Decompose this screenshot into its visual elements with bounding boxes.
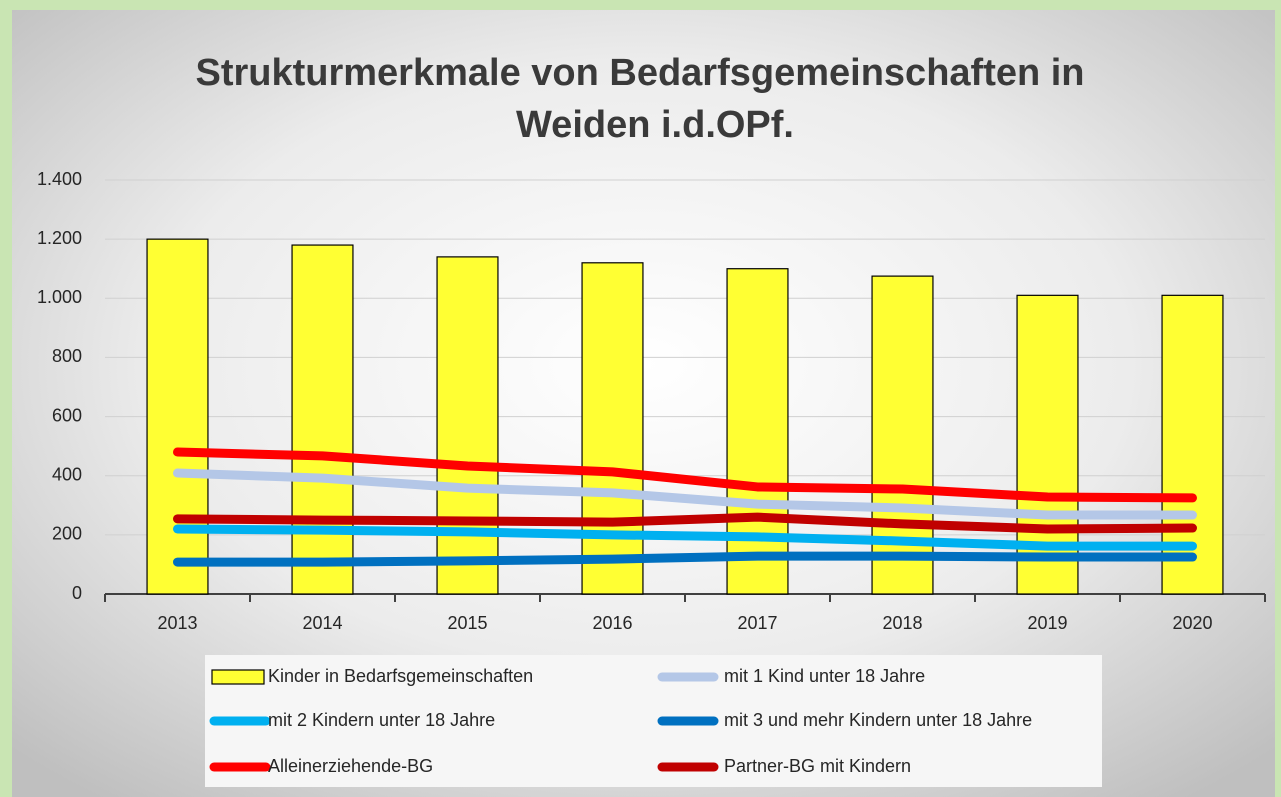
bar bbox=[726, 268, 789, 595]
y-tick-label: 200 bbox=[52, 524, 82, 544]
x-tick-label: 2020 bbox=[1172, 613, 1212, 633]
line-series bbox=[173, 512, 1197, 534]
line-series bbox=[173, 468, 1197, 520]
y-tick-label: 1.400 bbox=[37, 169, 82, 189]
legend-label: mit 3 und mehr Kindern unter 18 Jahre bbox=[724, 710, 1032, 730]
legend-box bbox=[205, 655, 1102, 787]
line-series bbox=[173, 447, 1197, 503]
x-tick-label: 2013 bbox=[157, 613, 197, 633]
line-series bbox=[173, 551, 1197, 567]
y-tick-label: 0 bbox=[72, 583, 82, 603]
legend-label: Kinder in Bedarfsgemeinschaften bbox=[268, 666, 533, 686]
x-tick-label: 2014 bbox=[302, 613, 342, 633]
x-tick-label: 2019 bbox=[1027, 613, 1067, 633]
y-tick-label: 1.000 bbox=[37, 287, 82, 307]
line-series bbox=[173, 524, 1197, 551]
x-tick-label: 2017 bbox=[737, 613, 777, 633]
legend-label: mit 1 Kind unter 18 Jahre bbox=[724, 666, 925, 686]
bar bbox=[291, 244, 354, 595]
bar bbox=[146, 238, 209, 595]
legend-label: Partner-BG mit Kindern bbox=[724, 756, 911, 776]
y-tick-label: 800 bbox=[52, 346, 82, 366]
chart-title: Strukturmerkmale von Bedarfsgemeinschaft… bbox=[195, 52, 1084, 94]
bar bbox=[871, 275, 934, 595]
legend-label: mit 2 Kindern unter 18 Jahre bbox=[268, 710, 495, 730]
y-tick-label: 1.200 bbox=[37, 228, 82, 248]
y-tick-label: 400 bbox=[52, 464, 82, 484]
legend-swatch bbox=[211, 669, 265, 685]
x-tick-label: 2015 bbox=[447, 613, 487, 633]
bar bbox=[581, 262, 644, 595]
x-tick-label: 2018 bbox=[882, 613, 922, 633]
y-tick-label: 600 bbox=[52, 405, 82, 425]
chart-title: Weiden i.d.OPf. bbox=[516, 104, 794, 146]
x-tick-label: 2016 bbox=[592, 613, 632, 633]
bar bbox=[436, 256, 499, 595]
legend-label: Alleinerziehende-BG bbox=[268, 756, 433, 776]
